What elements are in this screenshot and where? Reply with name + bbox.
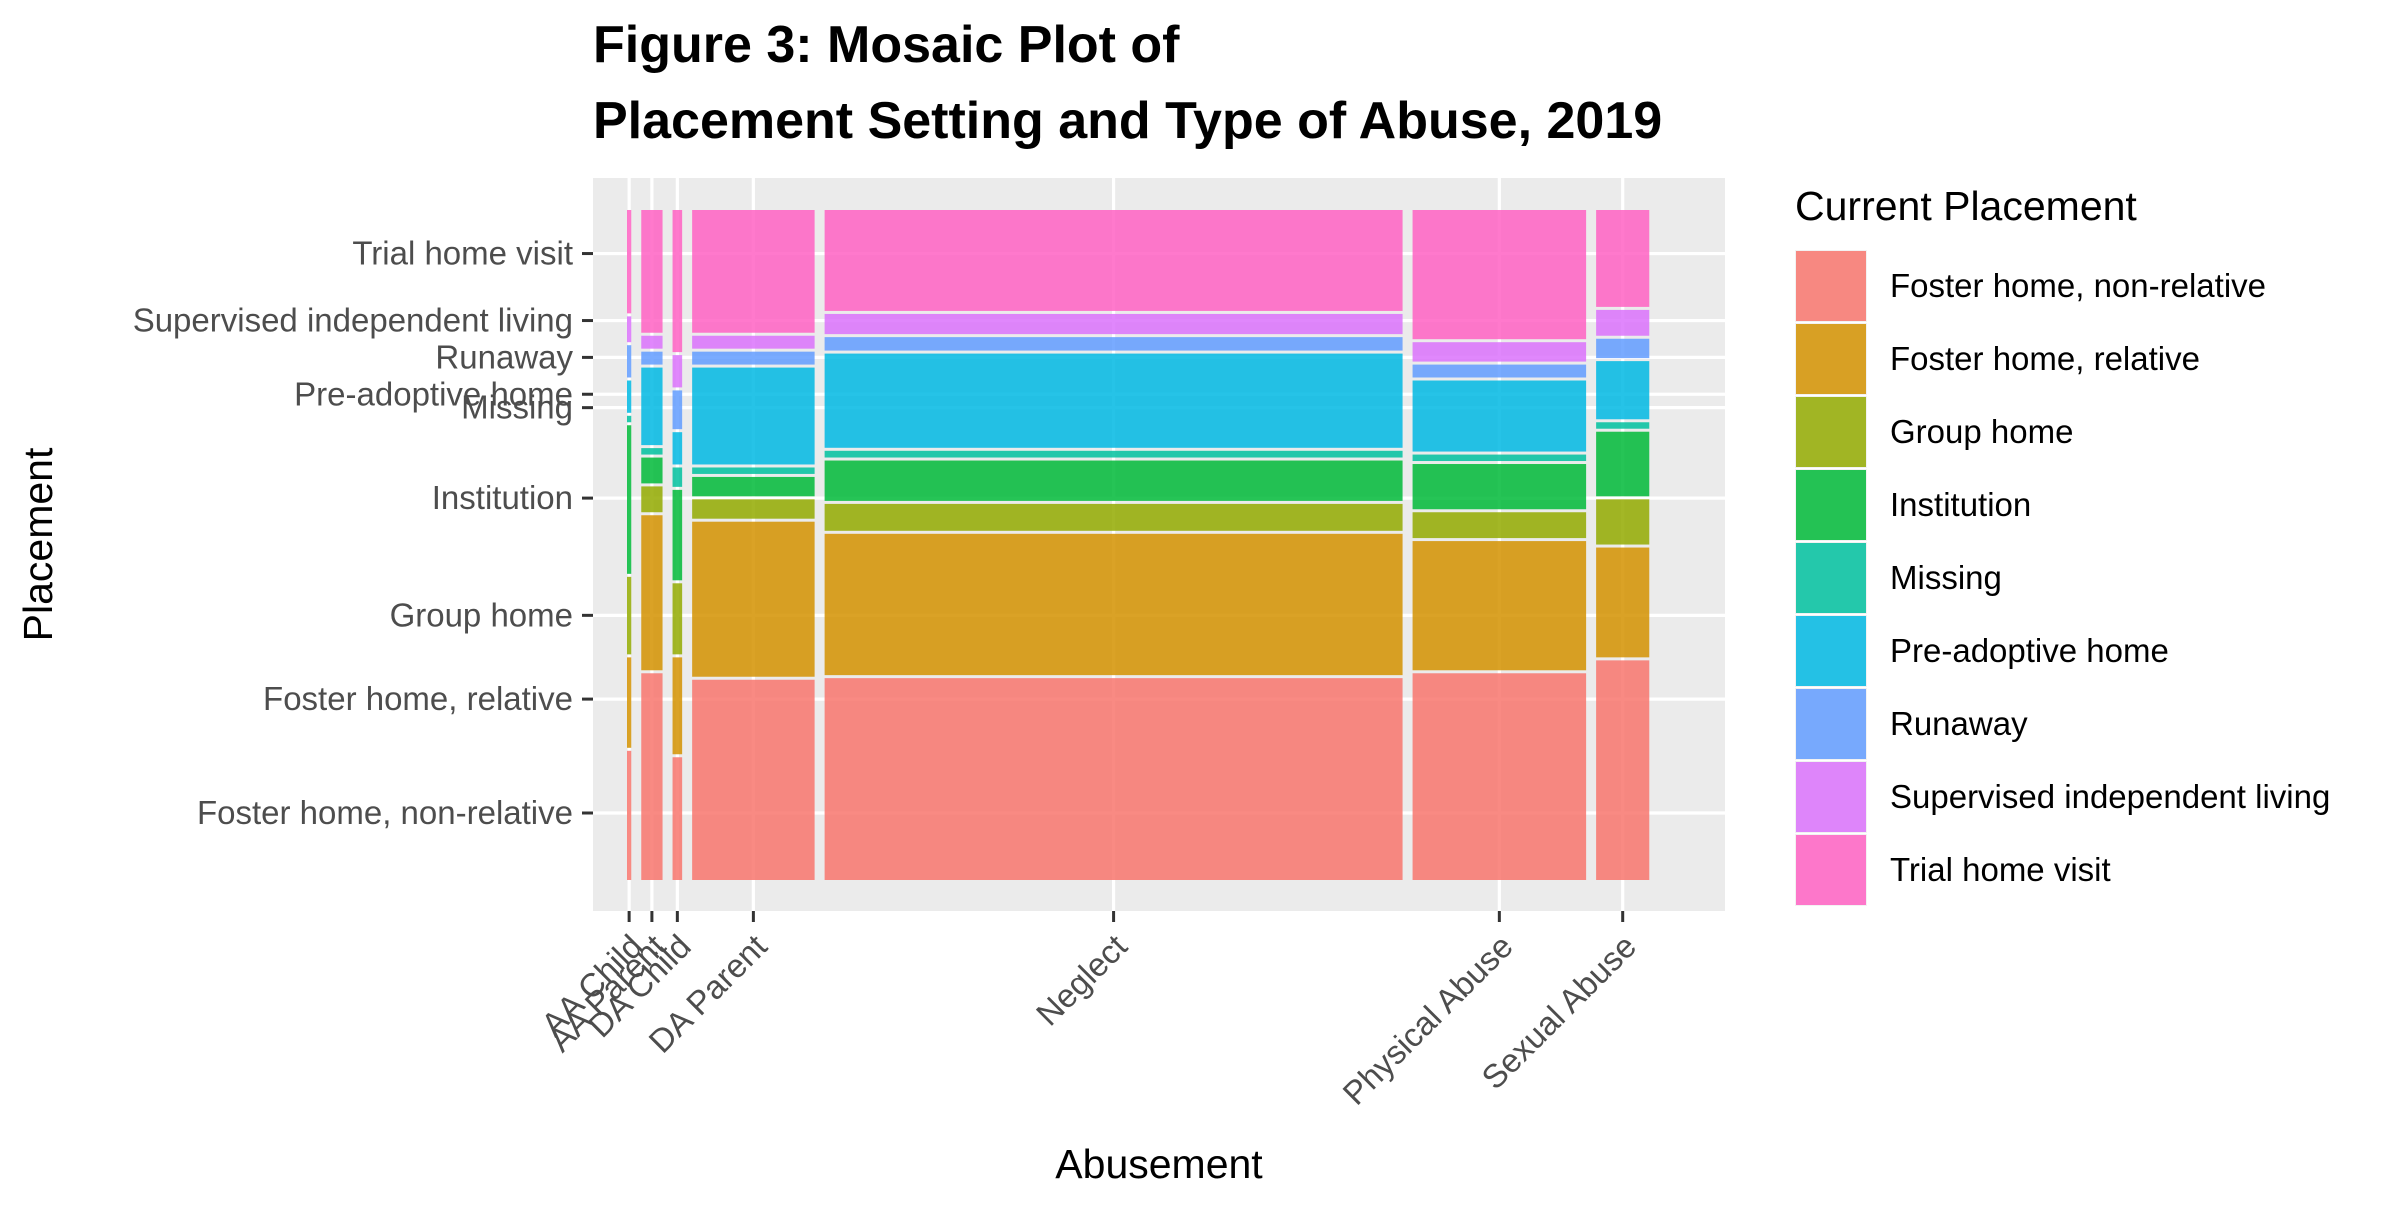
legend-label-missing: Missing bbox=[1890, 559, 2002, 596]
mosaic-tile-neglect-pre-adoptive-home bbox=[824, 353, 1403, 448]
mosaic-tile-sexual-abuse-institution bbox=[1596, 431, 1650, 497]
mosaic-tile-da-child-pre-adoptive-home bbox=[672, 432, 683, 465]
mosaic-tile-aa-child-group-home bbox=[627, 576, 632, 655]
legend-label-supervised-independent-living: Supervised independent living bbox=[1890, 778, 2330, 815]
legend-label-group-home: Group home bbox=[1890, 413, 2073, 450]
mosaic-tile-da-parent-trial-home-visit bbox=[692, 210, 815, 333]
legend-label-institution: Institution bbox=[1890, 486, 2031, 523]
mosaic-tile-physical-abuse-trial-home-visit bbox=[1412, 210, 1587, 340]
legend-label-trial-home-visit: Trial home visit bbox=[1890, 851, 2111, 888]
mosaic-tile-physical-abuse-supervised-independent-living bbox=[1412, 342, 1587, 362]
legend-label-pre-adoptive-home: Pre-adoptive home bbox=[1890, 632, 2169, 669]
mosaic-tile-aa-child-institution bbox=[627, 425, 632, 574]
mosaic-tile-neglect-supervised-independent-living bbox=[824, 313, 1403, 335]
chart-title-line-1: Figure 3: Mosaic Plot of bbox=[593, 16, 1180, 74]
mosaic-tile-sexual-abuse-pre-adoptive-home bbox=[1596, 361, 1650, 420]
y-tick-label: Pre-adoptive home bbox=[294, 375, 573, 412]
mosaic-tile-aa-child-trial-home-visit bbox=[627, 210, 632, 314]
legend-swatch-foster-home-non-relative bbox=[1796, 251, 1866, 321]
mosaic-tile-neglect-institution bbox=[824, 460, 1403, 501]
legend-label-foster-home-relative: Foster home, relative bbox=[1890, 340, 2200, 377]
mosaic-tile-neglect-missing bbox=[824, 450, 1403, 458]
legend-title: Current Placement bbox=[1795, 183, 2137, 229]
mosaic-tile-da-child-missing bbox=[672, 467, 683, 487]
mosaic-tile-aa-parent-foster-home-non-relative bbox=[641, 673, 663, 880]
legend-swatch-institution bbox=[1796, 470, 1866, 540]
legend-swatch-trial-home-visit bbox=[1796, 835, 1866, 905]
mosaic-tile-da-parent-supervised-independent-living bbox=[692, 335, 815, 349]
mosaic-tile-physical-abuse-foster-home-non-relative bbox=[1412, 673, 1587, 880]
legend-swatch-group-home bbox=[1796, 397, 1866, 467]
y-tick-label: Supervised independent living bbox=[133, 302, 573, 339]
mosaic-tile-neglect-foster-home-non-relative bbox=[824, 678, 1403, 880]
mosaic-tile-aa-parent-group-home bbox=[641, 486, 663, 513]
mosaic-tile-da-child-institution bbox=[672, 489, 683, 581]
mosaic-tile-aa-child-runaway bbox=[627, 345, 632, 378]
x-axis-title: Abusement bbox=[1055, 1141, 1263, 1187]
mosaic-tile-da-parent-foster-home-non-relative bbox=[692, 679, 815, 880]
mosaic-tile-da-parent-institution bbox=[692, 476, 815, 497]
mosaic-tile-aa-parent-foster-home-relative bbox=[641, 515, 663, 671]
mosaic-tile-aa-child-pre-adoptive-home bbox=[627, 380, 632, 413]
y-tick-label: Missing bbox=[461, 389, 573, 426]
mosaic-tile-aa-parent-institution bbox=[641, 457, 663, 484]
mosaic-tile-physical-abuse-institution bbox=[1412, 464, 1587, 510]
mosaic-tile-aa-child-missing bbox=[627, 415, 632, 423]
mosaic-tile-da-child-runaway bbox=[672, 390, 683, 430]
mosaic-tile-neglect-foster-home-relative bbox=[824, 533, 1403, 676]
legend-swatch-pre-adoptive-home bbox=[1796, 616, 1866, 686]
mosaic-tile-da-child-supervised-independent-living bbox=[672, 355, 683, 388]
mosaic-tile-da-child-foster-home-non-relative bbox=[672, 757, 683, 880]
x-tick-label: Neglect bbox=[1029, 927, 1134, 1032]
mosaic-tile-aa-child-foster-home-relative bbox=[627, 657, 632, 748]
mosaic-tile-physical-abuse-pre-adoptive-home bbox=[1412, 380, 1587, 452]
mosaic-tile-sexual-abuse-missing bbox=[1596, 422, 1650, 429]
mosaic-tile-sexual-abuse-supervised-independent-living bbox=[1596, 309, 1650, 336]
y-tick-label: Runaway bbox=[435, 338, 573, 375]
mosaic-tile-sexual-abuse-foster-home-non-relative bbox=[1596, 660, 1650, 880]
mosaic-tile-aa-child-supervised-independent-living bbox=[627, 316, 632, 343]
mosaic-tile-da-child-group-home bbox=[672, 583, 683, 655]
mosaic-tile-sexual-abuse-trial-home-visit bbox=[1596, 210, 1650, 307]
legend-swatch-runaway bbox=[1796, 689, 1866, 759]
mosaic-tile-physical-abuse-missing bbox=[1412, 454, 1587, 462]
mosaic-tile-da-parent-foster-home-relative bbox=[692, 521, 815, 677]
mosaic-tile-aa-parent-supervised-independent-living bbox=[641, 335, 663, 349]
mosaic-tile-physical-abuse-foster-home-relative bbox=[1412, 541, 1587, 671]
mosaic-tile-aa-child-foster-home-non-relative bbox=[627, 750, 632, 880]
legend-label-runaway: Runaway bbox=[1890, 705, 2028, 742]
y-tick-label: Group home bbox=[390, 596, 573, 633]
mosaic-tile-da-parent-pre-adoptive-home bbox=[692, 367, 815, 465]
mosaic-tile-aa-parent-pre-adoptive-home bbox=[641, 367, 663, 446]
legend-label-foster-home-non-relative: Foster home, non-relative bbox=[1890, 267, 2266, 304]
mosaic-tile-da-child-foster-home-relative bbox=[672, 657, 683, 755]
mosaic-tile-da-parent-missing bbox=[692, 467, 815, 474]
legend-swatch-supervised-independent-living bbox=[1796, 762, 1866, 832]
mosaic-tile-aa-parent-runaway bbox=[641, 351, 663, 365]
mosaic-tile-neglect-trial-home-visit bbox=[824, 210, 1403, 311]
mosaic-tile-neglect-group-home bbox=[824, 503, 1403, 531]
mosaic-tile-da-parent-runaway bbox=[692, 351, 815, 365]
mosaic-tile-aa-parent-trial-home-visit bbox=[641, 210, 663, 333]
mosaic-tile-sexual-abuse-foster-home-relative bbox=[1596, 547, 1650, 658]
y-tick-label: Foster home, relative bbox=[263, 680, 573, 717]
mosaic-tile-physical-abuse-group-home bbox=[1412, 512, 1587, 539]
mosaic-tile-physical-abuse-runaway bbox=[1412, 364, 1587, 378]
y-tick-label: Foster home, non-relative bbox=[197, 794, 573, 831]
y-tick-label: Trial home visit bbox=[352, 235, 573, 272]
legend-swatch-missing bbox=[1796, 543, 1866, 613]
y-axis-title: Placement bbox=[15, 447, 61, 641]
mosaic-tile-da-child-trial-home-visit bbox=[672, 210, 683, 353]
mosaic-tile-neglect-runaway bbox=[824, 337, 1403, 351]
chart-title-line-2: Placement Setting and Type of Abuse, 201… bbox=[593, 92, 1662, 150]
y-tick-label: Institution bbox=[432, 479, 573, 516]
mosaic-tile-sexual-abuse-runaway bbox=[1596, 338, 1650, 359]
legend-swatch-foster-home-relative bbox=[1796, 324, 1866, 394]
mosaic-tile-da-parent-group-home bbox=[692, 499, 815, 519]
mosaic-tile-aa-parent-missing bbox=[641, 448, 663, 455]
mosaic-tile-sexual-abuse-group-home bbox=[1596, 499, 1650, 545]
